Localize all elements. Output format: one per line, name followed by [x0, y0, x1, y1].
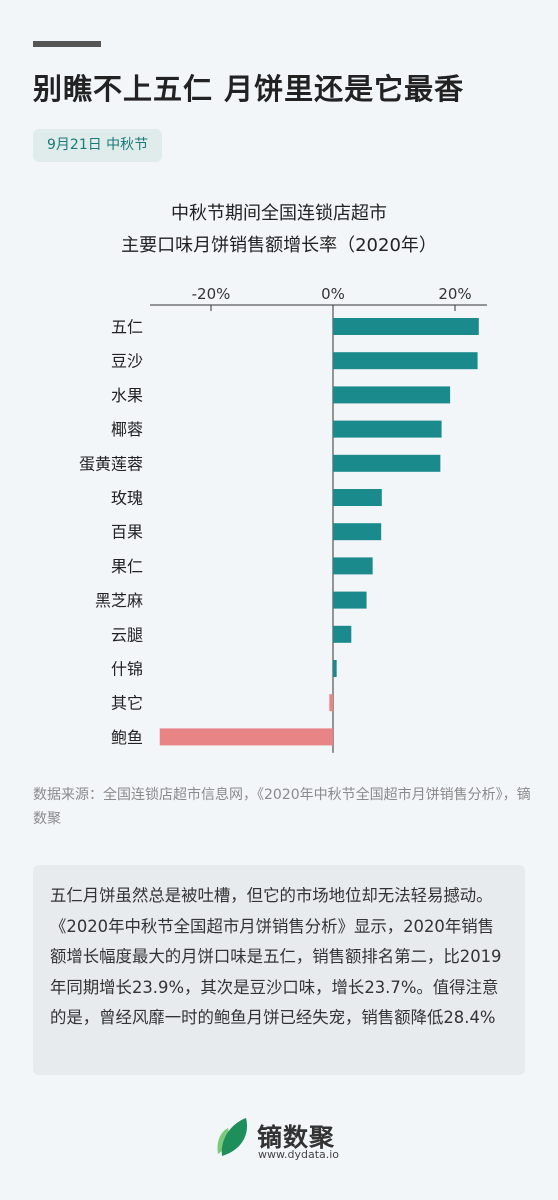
x-tick-label: 20% — [438, 285, 471, 303]
bar — [333, 352, 478, 370]
bar — [333, 625, 352, 643]
bar — [333, 557, 373, 575]
top-rule — [33, 41, 101, 47]
bar — [333, 523, 382, 541]
category-label: 水果 — [111, 386, 143, 405]
category-label: 果仁 — [111, 557, 143, 576]
chart-title-line1: 中秋节期间全国连锁店超市 — [171, 203, 387, 224]
brand-name: 镝数聚 — [257, 1123, 336, 1152]
bar — [333, 386, 451, 404]
category-label: 蛋黄莲蓉 — [79, 454, 143, 473]
summary-note: 五仁月饼虽然总是被吐槽，但它的市场地位却无法轻易撼动。《2020年中秋节全国超市… — [33, 865, 525, 1075]
category-label: 玫瑰 — [111, 489, 143, 508]
leaf-logo-icon — [217, 1118, 247, 1156]
summary-text: 五仁月饼虽然总是被吐槽，但它的市场地位却无法轻易撼动。《2020年中秋节全国超市… — [50, 886, 502, 1027]
category-label: 豆沙 — [111, 352, 143, 371]
category-label: 百果 — [111, 523, 143, 542]
data-source: 数据来源：全国连锁店超市信息网，《2020年中秋节全国超市月饼销售分析》，镝数聚 — [33, 787, 531, 827]
bar — [333, 591, 367, 609]
category-label: 椰蓉 — [111, 420, 143, 439]
x-tick-label: -20% — [192, 285, 231, 303]
bar — [329, 694, 333, 712]
page-title: 别瞧不上五仁 月饼里还是它最香 — [33, 72, 465, 106]
date-tag: 9月21日 中秋节 — [33, 129, 163, 162]
bar — [333, 660, 337, 677]
brand-url: www.dydata.io — [258, 1148, 340, 1161]
x-tick-label: 0% — [321, 285, 345, 303]
bar — [333, 420, 442, 438]
category-label: 其它 — [111, 694, 143, 713]
chart-title-line2: 主要口味月饼销售额增长率（2020年） — [121, 235, 437, 256]
bar — [159, 728, 333, 746]
category-label: 五仁 — [111, 318, 143, 337]
category-label: 鲍鱼 — [111, 728, 143, 747]
bar — [333, 318, 479, 335]
bar — [333, 454, 441, 472]
category-label: 黑芝麻 — [95, 591, 143, 610]
category-label: 什锦 — [111, 660, 143, 679]
category-label: 云腿 — [111, 625, 143, 644]
bar — [333, 489, 382, 506]
